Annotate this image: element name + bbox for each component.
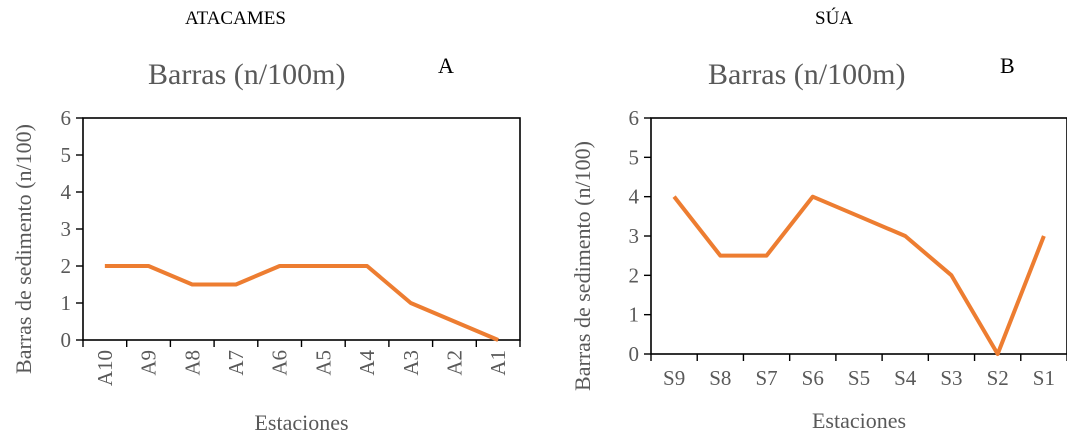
y-tick-label: 4 [61,180,72,204]
y-tick-label: 6 [629,106,640,130]
line-chart-atacames: 0 1 2 3 4 5 6 A10 A9 A8 A7 A6 A5 A4 A3 A2 A1 Estaciones Ba… [11,106,521,434]
x-tick-label: S1 [1033,366,1055,390]
plot-area: 0 1 2 3 4 5 6 S9 S8 S7 S6 S5 S4 S3 S2 S1 Estaciones Barra… [570,106,1067,433]
x-tick-label: S9 [663,366,685,390]
x-tick-label: S2 [987,366,1009,390]
panel-letter-b: B [1000,53,1015,78]
x-axis-label: Estaciones [254,410,348,434]
y-axis-label: Barras de sedimento (n/100) [570,141,595,391]
x-tick-label: S7 [755,366,777,390]
series-line [672,194,1046,356]
x-tick-label: A5 [311,350,335,376]
y-tick-label: 2 [629,263,640,287]
x-tick-label: A8 [180,350,204,376]
panel-letter-a: A [438,53,454,78]
y-tick-label: 1 [629,303,640,327]
plot-frame [82,117,521,341]
y-tick-label: 4 [629,185,640,209]
line-chart-sua: 0 1 2 3 4 5 6 S9 S8 S7 S6 S5 S4 S3 S2 S1 Estaciones Barra… [570,106,1067,433]
panel-header-atacames: ATACAMES [185,8,286,29]
x-tick-label: A2 [442,350,466,376]
y-tick-label: 0 [629,342,640,366]
x-tick-label: A9 [137,350,161,376]
y-tick-label: 5 [629,145,640,169]
x-tick-label: S5 [848,366,870,390]
y-tick-label: 2 [61,254,72,278]
x-tick-label: A4 [355,350,379,376]
chart-panel-atacames: ATACAMES A Barras (n/100m) 0 1 2 3 4 5 6 A10 A9 A… [11,8,521,434]
y-tick-label: 5 [61,143,72,167]
plot-frame [650,117,1067,355]
x-tick-label: A6 [268,350,292,376]
x-axis-label: Estaciones [812,408,906,433]
plot-area: 0 1 2 3 4 5 6 A10 A9 A8 A7 A6 A5 A4 A3 A2 A1 Estaciones Ba… [11,106,521,434]
y-tick-label: 1 [61,291,72,315]
y-tick-label: 3 [629,224,640,248]
panel-header-sua: SÚA [815,8,854,29]
y-tick-label: 3 [61,217,72,241]
x-tick-label: S3 [940,366,962,390]
x-tick-label: A3 [399,350,423,376]
x-tick-label: S6 [802,366,824,390]
x-tick-label: A1 [486,350,510,376]
chart-title-atacames: Barras (n/100m) [148,58,346,91]
x-tick-label: S8 [709,366,731,390]
x-tick-label: A10 [93,350,117,386]
y-tick-label: 6 [61,106,72,130]
chart-panel-sua: SÚA B Barras (n/100m) 0 1 2 3 4 5 6 S9 S8 S7 S6 S5 S… [560,0,1067,434]
x-tick-label: S4 [894,366,917,390]
series-line [104,264,499,342]
chart-title-sua: Barras (n/100m) [708,58,906,91]
x-tick-label: A7 [224,350,248,376]
y-axis-label: Barras de sedimento (n/100) [11,124,36,374]
y-tick-label: 0 [61,328,72,352]
